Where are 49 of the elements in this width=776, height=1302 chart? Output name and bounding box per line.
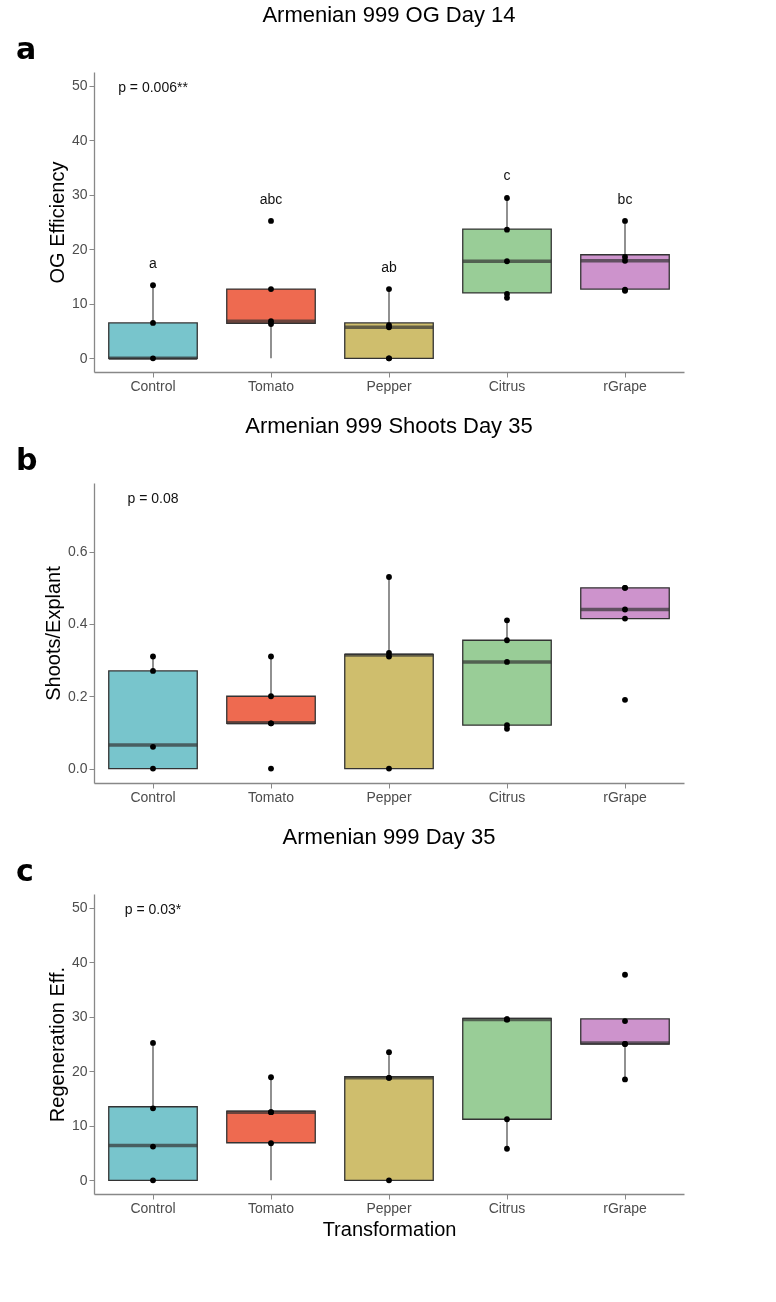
x-tick-label: Citrus bbox=[488, 788, 526, 805]
y-tick-label: 20 bbox=[71, 240, 88, 257]
y-axis-title: Regeneration Eff. bbox=[45, 966, 68, 1123]
y-tick-label: 50 bbox=[71, 899, 88, 916]
x-tick-label: Tomato bbox=[248, 1199, 295, 1216]
annotation: ab bbox=[381, 259, 397, 276]
annotation: c bbox=[503, 166, 511, 183]
x-tick-label: Pepper bbox=[366, 1199, 412, 1216]
y-tick-label: 20 bbox=[71, 1062, 88, 1079]
x-tick-label: Control bbox=[130, 377, 176, 394]
x-tick-label: Citrus bbox=[488, 1199, 526, 1216]
y-tick-label: 0.0 bbox=[68, 760, 88, 777]
x-tick-label: Citrus bbox=[488, 377, 526, 394]
annotation: a bbox=[149, 255, 158, 272]
text: b bbox=[16, 442, 38, 477]
y-tick-label: 0.6 bbox=[68, 543, 88, 560]
x-tick-label: rGrape bbox=[603, 1199, 647, 1216]
annotation: p = 0.03* bbox=[124, 901, 182, 917]
y-tick-label: 10 bbox=[71, 1117, 88, 1134]
y-tick-label: 30 bbox=[71, 186, 88, 203]
y-tick-label: 40 bbox=[71, 953, 88, 970]
chart-title: Armenian 999 OG Day 14 bbox=[262, 2, 516, 27]
y-tick-label: 50 bbox=[71, 77, 88, 94]
annotation: abc bbox=[259, 190, 283, 207]
y-tick-label: 0 bbox=[79, 1171, 88, 1188]
y-tick-label: 10 bbox=[71, 295, 88, 312]
annotation: p = 0.006** bbox=[118, 79, 189, 95]
text: c bbox=[16, 853, 34, 888]
y-tick-label: 40 bbox=[71, 131, 88, 148]
y-tick-label: 0.4 bbox=[68, 615, 88, 632]
x-tick-label: Tomato bbox=[248, 788, 295, 805]
text: a bbox=[16, 31, 37, 66]
annotation: bc bbox=[617, 190, 633, 207]
chart-title: Armenian 999 Shoots Day 35 bbox=[245, 413, 533, 438]
x-axis-title: Transformation bbox=[322, 1217, 457, 1240]
y-tick-label: 0 bbox=[79, 349, 88, 366]
x-tick-label: rGrape bbox=[603, 788, 647, 805]
x-tick-label: Control bbox=[130, 1199, 176, 1216]
y-tick-label: 0.2 bbox=[68, 687, 88, 704]
y-tick-label: 30 bbox=[71, 1008, 88, 1025]
y-axis-title: Shoots/Explant bbox=[42, 565, 65, 701]
annotation: p = 0.08 bbox=[127, 490, 179, 506]
x-tick-label: Pepper bbox=[366, 377, 412, 394]
x-tick-label: rGrape bbox=[603, 377, 647, 394]
x-tick-label: Tomato bbox=[248, 377, 295, 394]
x-tick-label: Pepper bbox=[366, 788, 412, 805]
y-axis-title: OG Efficiency bbox=[45, 161, 68, 284]
x-tick-label: Control bbox=[130, 788, 176, 805]
chart-title: Armenian 999 Day 35 bbox=[282, 824, 496, 849]
